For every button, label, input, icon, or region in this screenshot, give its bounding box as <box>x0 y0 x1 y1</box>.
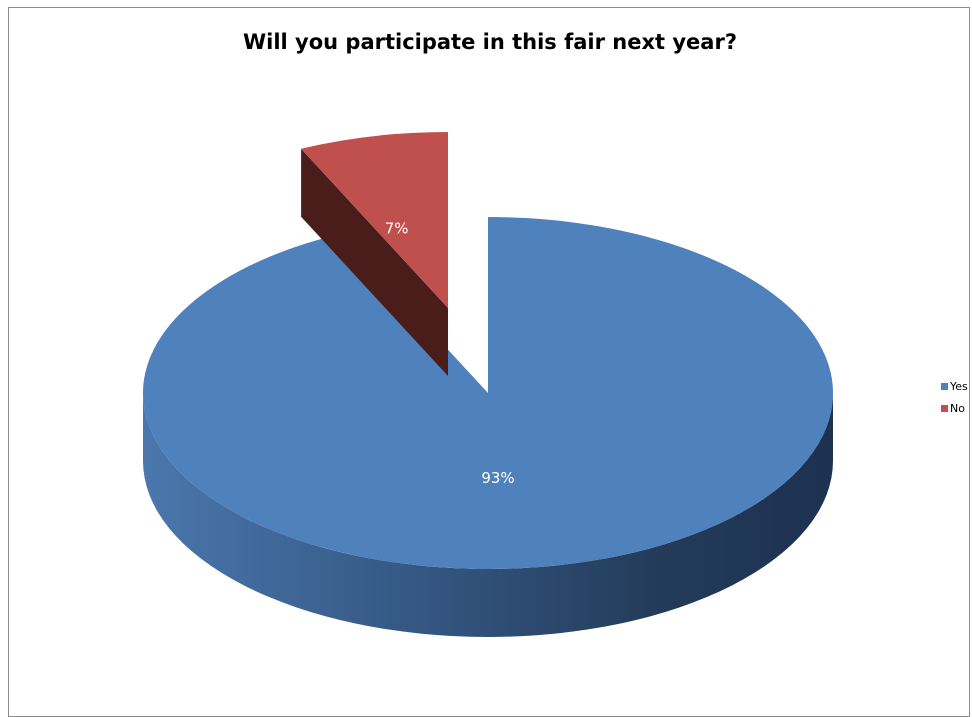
pie-slice-yes-side <box>143 393 833 637</box>
data-label-no: 7% <box>385 220 409 238</box>
chart-title: Will you participate in this fair next y… <box>242 30 738 54</box>
pie-slice-yes <box>142 217 833 569</box>
legend-item-yes: Yes <box>941 375 968 397</box>
legend-label-no: No <box>950 401 965 415</box>
pie-slice-no <box>301 132 448 308</box>
data-label-yes: 93% <box>481 469 514 487</box>
legend-swatch-no <box>941 404 948 412</box>
legend-swatch-yes <box>941 382 948 390</box>
legend-label-yes: Yes <box>950 379 968 393</box>
legend-item-no: No <box>941 397 968 419</box>
pie-slice-no-side <box>301 148 448 376</box>
pie-group: 93% 7% <box>142 132 833 637</box>
chart-legend: Yes No <box>941 375 968 419</box>
